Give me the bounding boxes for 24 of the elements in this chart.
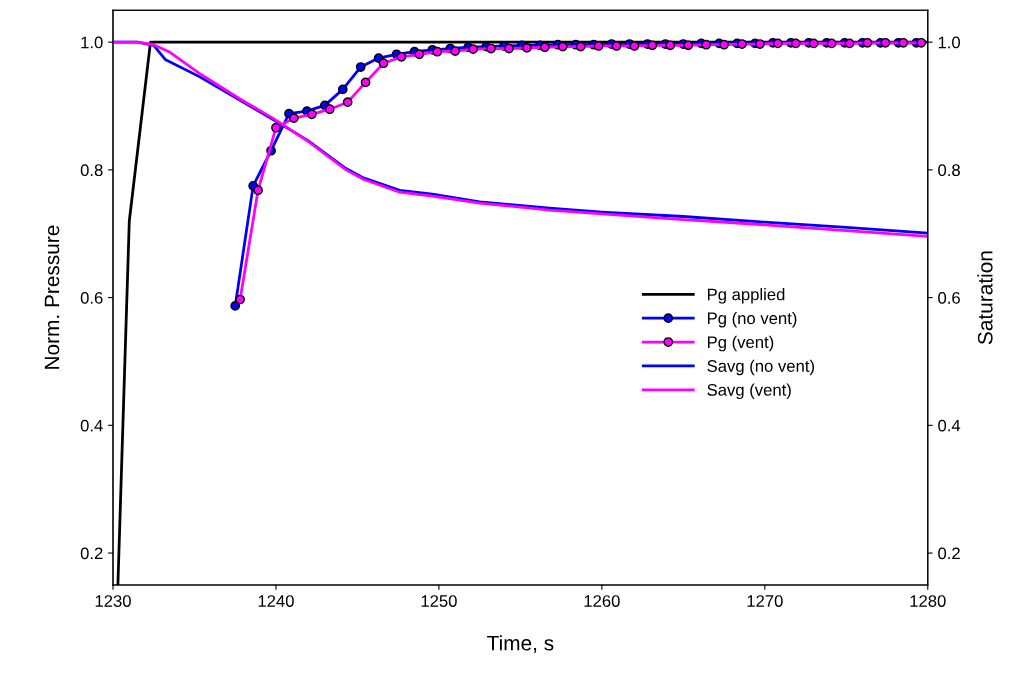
y-axis-title: Norm. Pressure [44,225,60,369]
x-tick-label: 1260 [584,595,620,607]
x-tick-label: 1240 [258,595,294,607]
x-tick-label: 1250 [421,595,457,607]
y2-tick-label: 0.4 [938,419,961,432]
legend-label: Savg (no vent) [707,359,814,376]
x-tick-label: 1270 [747,595,783,607]
y2-tick-label: 1.0 [938,36,961,49]
legend-label: Savg (vent) [707,383,791,400]
y2-axis-title: Saturation [977,251,993,345]
legend-label: Pg (vent) [707,335,774,352]
y-tick-label: 0.4 [80,419,103,432]
legend-label: Pg (no vent) [707,311,797,328]
y-tick-label: 0.6 [80,292,103,304]
y-tick-label: 0.2 [80,547,103,560]
x-tick-label: 1230 [95,595,131,607]
x-axis-title: Time, s [487,635,554,653]
legend-label: Pg applied [707,288,785,304]
y-tick-label: 1.0 [81,36,103,49]
x-tick-label: 1280 [910,595,946,607]
y2-tick-label: 0.2 [938,547,960,560]
y2-tick-label: 0.8 [938,164,960,177]
y2-tick-label: 0.6 [938,292,960,304]
y-tick-label: 0.8 [80,164,103,177]
